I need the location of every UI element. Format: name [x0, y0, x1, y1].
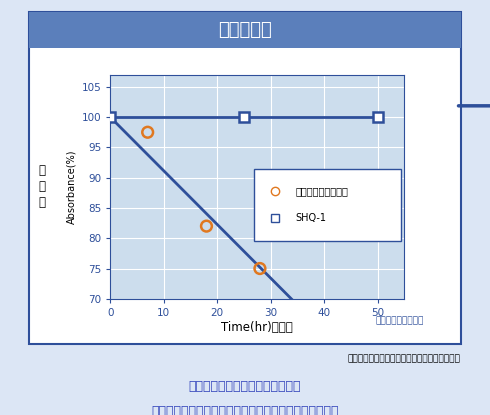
Text: ハイドロキノン成分の劣化を防ぐ指標として重要です。: ハイドロキノン成分の劣化を防ぐ指標として重要です。 [151, 405, 339, 415]
FancyBboxPatch shape [29, 12, 461, 48]
Text: 抗酸化とは、空気（酸素）による: 抗酸化とは、空気（酸素）による [189, 380, 301, 393]
X-axis label: Time(hr)　時間: Time(hr) 時間 [221, 321, 293, 334]
FancyBboxPatch shape [254, 169, 401, 241]
Text: 吸
光
度: 吸 光 度 [38, 164, 45, 209]
Point [256, 265, 264, 272]
Text: Absorbance(%): Absorbance(%) [66, 149, 76, 224]
Text: ハイドロキノン単体: ハイドロキノン単体 [295, 186, 348, 196]
Point [202, 223, 210, 229]
Text: 試験データ：環境経営ホールディングス技術部: 試験データ：環境経営ホールディングス技術部 [348, 355, 461, 364]
Point [144, 129, 151, 136]
Text: 耐酸化試験: 耐酸化試験 [218, 21, 272, 39]
Text: SHQ-1: SHQ-1 [295, 213, 326, 223]
FancyBboxPatch shape [29, 12, 461, 344]
Text: 紫外可視分光光度計: 紫外可視分光光度計 [375, 317, 424, 326]
